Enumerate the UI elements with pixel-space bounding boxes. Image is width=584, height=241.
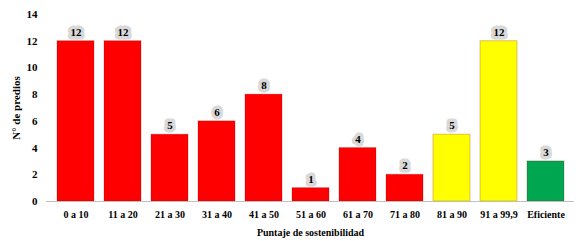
svg-text:Eficiente: Eficiente [527, 209, 565, 220]
svg-text:8: 8 [32, 88, 38, 100]
svg-text:31 a 40: 31 a 40 [202, 209, 232, 220]
svg-text:2: 2 [32, 168, 38, 180]
svg-text:2: 2 [402, 159, 408, 171]
svg-text:12: 12 [494, 26, 506, 38]
svg-text:1: 1 [308, 173, 314, 185]
svg-text:41 a 50: 41 a 50 [249, 209, 279, 220]
svg-text:51 a 60: 51 a 60 [296, 209, 326, 220]
svg-text:8: 8 [261, 79, 267, 91]
svg-text:11 a 20: 11 a 20 [108, 209, 137, 220]
svg-text:4: 4 [32, 142, 38, 154]
svg-text:6: 6 [214, 106, 220, 118]
svg-text:12: 12 [27, 35, 39, 47]
svg-text:14: 14 [27, 8, 39, 20]
svg-text:21 a 30: 21 a 30 [155, 209, 185, 220]
svg-text:0: 0 [32, 195, 38, 207]
svg-text:12: 12 [118, 26, 130, 38]
svg-text:81 a 90: 81 a 90 [437, 209, 467, 220]
svg-text:3: 3 [543, 146, 549, 158]
svg-text:N° de predios: N° de predios [10, 76, 22, 140]
svg-text:6: 6 [32, 115, 38, 127]
svg-text:5: 5 [167, 119, 173, 131]
svg-text:10: 10 [27, 61, 39, 73]
svg-text:12: 12 [71, 26, 83, 38]
svg-text:0 a 10: 0 a 10 [64, 209, 89, 220]
svg-text:61 a 70: 61 a 70 [343, 209, 373, 220]
svg-text:91 a 99,9: 91 a 99,9 [480, 209, 518, 220]
svg-text:71 a 80: 71 a 80 [390, 209, 420, 220]
svg-text:Puntaje de sostenibilidad: Puntaje de sostenibilidad [257, 227, 365, 238]
svg-text:4: 4 [355, 133, 361, 145]
svg-text:5: 5 [449, 119, 455, 131]
